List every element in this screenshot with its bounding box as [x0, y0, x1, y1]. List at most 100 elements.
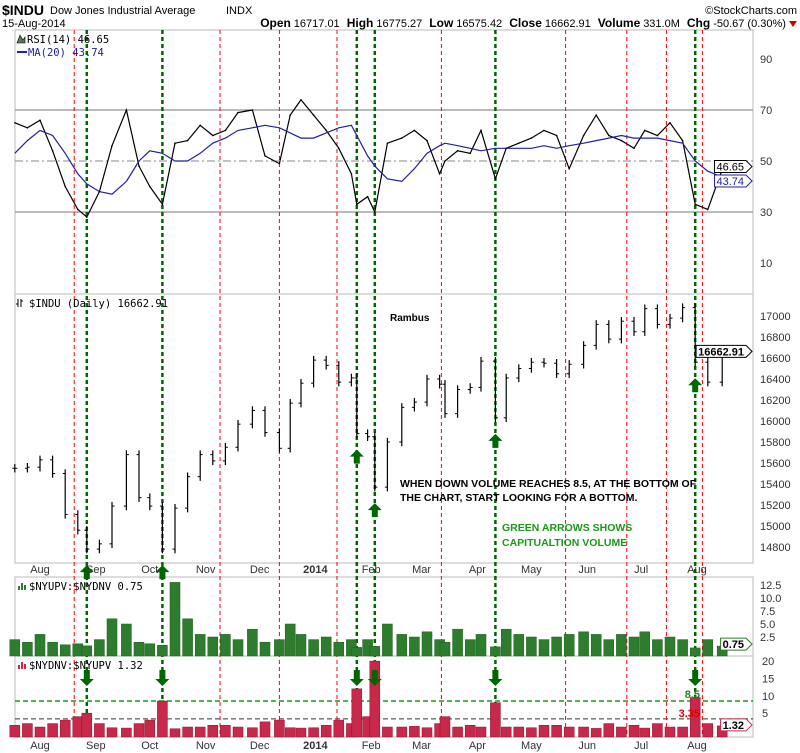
month-label-bottom: Apr — [469, 740, 486, 752]
up-volume-bar — [526, 636, 537, 657]
up-volume-bar — [106, 618, 118, 657]
down-volume-value-tag: 1.32 — [723, 720, 744, 732]
up-volume-bar — [382, 623, 393, 657]
down-volume-bar — [182, 726, 193, 738]
up-volume-bar — [551, 636, 562, 657]
month-label-mid: Feb — [362, 564, 381, 576]
up-volume-bar — [232, 639, 244, 657]
rsi-point — [644, 129, 646, 132]
rsi-point — [264, 155, 266, 157]
chg-value: -50.67 (0.30%) — [713, 18, 786, 30]
rsi-ma-line — [14, 124, 723, 195]
up-volume-bar — [59, 644, 71, 657]
rsi-point — [26, 127, 29, 129]
down-volume-bar — [144, 719, 156, 738]
price-axis-tick: 16600 — [760, 353, 791, 365]
month-label-mid: Aug — [30, 564, 50, 576]
close-value: 16662.91 — [545, 18, 591, 30]
up-volume-bar — [133, 641, 145, 657]
down-volume-bar — [59, 719, 71, 738]
rsi-legend-icon — [16, 34, 26, 44]
note-line-1: WHEN DOWN VOLUME REACHES 8.5, AT THE BOT… — [400, 478, 697, 490]
ohlc-row: Open 16717.01 High 16775.27 Low 16575.42… — [260, 16, 797, 30]
down-volume-legend: $NYDNV:$NYUPV 1.32 — [18, 660, 143, 672]
rsi-point — [77, 208, 79, 211]
rsi-point — [543, 129, 545, 132]
rsi-point — [505, 147, 508, 150]
down-volume-bar — [157, 700, 168, 738]
month-label-mid: 2014 — [303, 564, 328, 576]
price-legend-text: $INDU (Daily) 16662.91 — [29, 298, 168, 310]
month-label-bottom: Nov — [196, 740, 216, 752]
down-volume-axis-tick: 5 — [762, 708, 768, 720]
note-line-2: THE CHART, START LOOKING FOR A BOTTOM. — [400, 492, 637, 504]
up-volume-bar — [702, 639, 714, 657]
down-volume-bar — [639, 727, 651, 738]
down-volume-bar — [689, 697, 701, 738]
down-volume-bar — [551, 725, 562, 738]
rsi-point — [237, 111, 239, 114]
up-volume-bar — [308, 639, 319, 657]
month-label-mid: Mar — [412, 564, 431, 576]
up-volume-axis-tick: 7.5 — [760, 606, 775, 618]
rsi-point — [456, 150, 459, 152]
rsi-legend: RSI(14) 46.65 MA(20) 43.74 — [16, 34, 109, 59]
up-volume-axis-tick: 5.0 — [760, 619, 775, 631]
up-volume-bar — [81, 645, 93, 657]
up-volume-axis-tick: 2.5 — [760, 632, 775, 644]
symbol: $INDU — [2, 2, 44, 18]
down-volume-legend-text: $NYDNV:$NYUPV 1.32 — [29, 660, 143, 672]
down-volume-bar — [369, 660, 381, 738]
up-volume-bar — [320, 636, 332, 657]
security-name: Dow Jones Industrial Average — [50, 5, 195, 17]
price-axis-tick: 15000 — [760, 521, 791, 533]
rsi-axis-tick: 10 — [760, 258, 772, 270]
up-volume-bar — [439, 641, 451, 657]
down-volume-bar — [603, 723, 615, 738]
rsi-point — [518, 142, 520, 144]
down-volume-bar — [664, 726, 676, 738]
up-volume-bar — [475, 634, 487, 657]
down-volume-bar — [333, 719, 345, 738]
price-axis-tick: 15800 — [760, 437, 791, 449]
month-label-bottom: Aug — [30, 740, 50, 752]
price-axis-tick: 15200 — [760, 500, 791, 512]
rsi-axis-tick: 50 — [760, 156, 772, 168]
low-value: 16575.42 — [456, 18, 502, 30]
chg-label: Chg — [687, 16, 710, 30]
up-volume-bar — [157, 645, 168, 657]
month-label-bottom: Oct — [141, 740, 158, 752]
up-volume-bar — [259, 641, 271, 657]
down-volume-bar — [628, 725, 640, 738]
price-legend: $INDU (Daily) 16662.91 — [16, 298, 168, 310]
rsi-value-tag-box — [713, 160, 753, 174]
up-volume-value-tag-box — [720, 637, 753, 651]
down-volume-bar — [207, 725, 219, 738]
up-volume-bar — [500, 628, 512, 657]
down-volume-bar — [652, 723, 663, 738]
up-volume-bar — [194, 634, 206, 657]
rsi-point — [51, 150, 54, 152]
up-volume-bar — [464, 639, 476, 657]
up-volume-bar — [274, 639, 285, 657]
down-volume-bar — [320, 725, 332, 738]
down-volume-axis-tick: 10 — [762, 691, 774, 703]
up-arrow-icon — [349, 449, 364, 464]
ma-value-tag: 43.74 — [717, 176, 745, 188]
down-volume-bar — [259, 721, 271, 738]
down-volume-bar — [500, 726, 512, 738]
green-note-line-2: CAPITUALTION VOLUME — [502, 537, 627, 549]
high-value: 16775.27 — [376, 18, 422, 30]
rsi-point — [530, 137, 533, 139]
rsi-point — [386, 142, 389, 144]
down-volume-bar — [308, 727, 319, 738]
month-label-mid: Jun — [578, 564, 596, 576]
threshold-low-label: 3.35 — [679, 708, 700, 720]
rsi-point — [494, 178, 497, 180]
up-volume-bar — [578, 631, 589, 657]
up-volume-bar — [295, 634, 307, 657]
up-volume-bar — [421, 631, 433, 657]
rsi-point — [199, 124, 201, 127]
up-volume-bar — [677, 639, 688, 657]
